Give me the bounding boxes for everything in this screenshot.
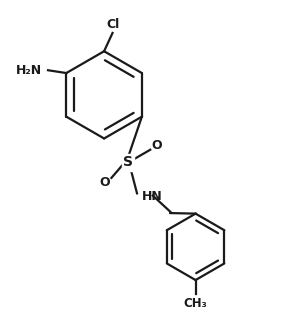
Text: CH₃: CH₃	[184, 297, 208, 310]
Text: HN: HN	[142, 190, 163, 203]
Text: S: S	[123, 156, 133, 169]
Text: H₂N: H₂N	[16, 64, 42, 77]
Text: Cl: Cl	[106, 18, 119, 31]
Text: O: O	[152, 139, 162, 152]
Text: O: O	[99, 175, 110, 189]
